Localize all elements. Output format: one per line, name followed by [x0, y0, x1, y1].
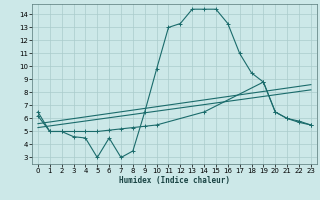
X-axis label: Humidex (Indice chaleur): Humidex (Indice chaleur): [119, 176, 230, 185]
